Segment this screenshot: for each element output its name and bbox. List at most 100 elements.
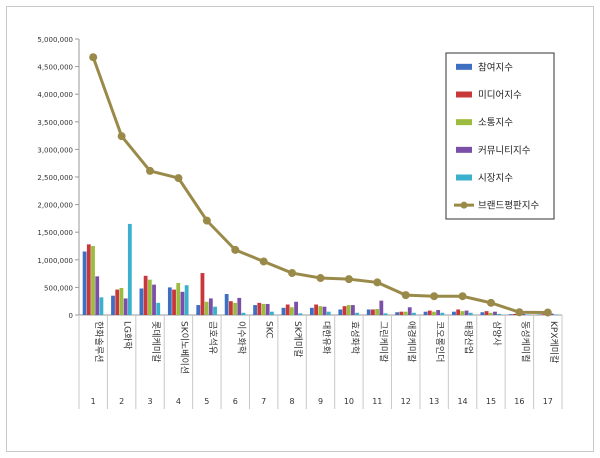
bar [237, 297, 242, 315]
chart-svg: 0 500,000 1,000,000 1,500,000 2,000,000 2,500… [37, 36, 563, 409]
legend-label: 미디어지수 [478, 90, 522, 101]
bar [123, 298, 128, 315]
bar [432, 311, 436, 315]
line-point [344, 275, 353, 284]
bar [407, 307, 412, 315]
bar [224, 294, 229, 315]
bar [456, 309, 461, 315]
legend-label: 커뮤니티지수 [478, 145, 531, 156]
x-rank-label: 3 [147, 397, 152, 406]
bar [371, 309, 375, 315]
bar [241, 312, 246, 315]
bar [99, 297, 104, 315]
bar [228, 301, 233, 315]
bar [549, 313, 554, 315]
x-category-label: 한화솔루션 [93, 321, 104, 362]
bar [147, 279, 152, 315]
bar [156, 302, 161, 315]
bar [253, 305, 257, 315]
line-point [89, 53, 98, 62]
bar [375, 308, 380, 315]
bar [537, 314, 542, 315]
x-rank-label: 13 [429, 397, 439, 406]
bar [139, 288, 144, 315]
x-rank-label: 14 [457, 397, 467, 406]
x-category-label: 삼양사 [491, 321, 502, 347]
line-point [316, 274, 325, 283]
bar [111, 295, 115, 315]
legend-swatch [456, 146, 472, 153]
y-tick-label: 3,500,000 [37, 119, 73, 127]
bar [281, 307, 286, 315]
bar [395, 312, 400, 315]
bar [285, 304, 290, 315]
line-point [117, 132, 126, 141]
bar [355, 312, 360, 315]
y-tick-label: 4,000,000 [37, 91, 73, 99]
x-category-label: KPX케미칼 [548, 321, 559, 363]
x-rank-label: 15 [486, 397, 496, 406]
bar [436, 310, 441, 315]
legend-label: 브랜드평판지수 [478, 201, 539, 212]
x-category-label: 금호석유 [207, 321, 218, 354]
x-rank-label: 2 [119, 397, 124, 406]
bar [452, 311, 456, 315]
bar [508, 314, 513, 315]
y-tick-label: 1,000,000 [37, 257, 73, 265]
bar [403, 311, 408, 315]
bar [493, 311, 497, 315]
bar [91, 246, 95, 315]
line-point [486, 298, 495, 307]
bar [208, 298, 213, 315]
x-rank-label: 6 [233, 397, 238, 406]
bar [383, 313, 388, 315]
x-category-label: 롯데케미칼 [150, 321, 161, 362]
bar [294, 301, 298, 315]
x-rank-label: 16 [514, 397, 524, 406]
chart-frame: 0 500,000 1,000,000 1,500,000 2,000,000 2,500… [6, 6, 594, 452]
y-tick-label: 2,500,000 [37, 174, 73, 182]
bar [440, 312, 445, 315]
bar [468, 312, 473, 315]
line-point [231, 245, 240, 254]
bar [497, 313, 502, 315]
bar [488, 312, 493, 315]
line-point [401, 291, 410, 300]
bar [342, 306, 347, 315]
x-category-label: 대한유화 [321, 321, 332, 354]
bar [82, 251, 87, 315]
bars [82, 223, 558, 315]
bar [314, 304, 318, 315]
y-tick-label: 3,000,000 [37, 146, 73, 154]
bar [513, 313, 517, 315]
bar [86, 244, 91, 315]
bar [115, 289, 120, 315]
line-point [515, 308, 524, 317]
y-tick-label: 1,500,000 [37, 229, 73, 237]
y-tick-label: 5,000,000 [37, 36, 73, 44]
bar [464, 310, 469, 315]
y-tick-label: 4,500,000 [37, 64, 73, 72]
x-category-label: 동성케미컬 [519, 321, 530, 362]
bar [480, 312, 485, 315]
bar [423, 311, 428, 315]
bar [233, 302, 237, 315]
bar [119, 287, 124, 315]
line-series [89, 53, 552, 317]
line-point [202, 216, 211, 225]
x-category-label: 코오롱인더 [434, 321, 445, 362]
legend-label: 소통지수 [478, 118, 513, 129]
x-category-label: 태광산업 [463, 321, 475, 354]
y-tick-label: 500,000 [44, 284, 73, 292]
x-axis: 한화솔루션 1 LG화학 2 롯데케미칼 3 SK이노베이션 4 금호석유 5 이수화학 6 SKC 7 S… [78, 314, 563, 409]
bar [269, 311, 274, 315]
y-axis: 0 500,000 1,000,000 1,500,000 2,000,000 2,500… [37, 36, 80, 320]
bar [310, 307, 314, 315]
bar [366, 309, 371, 315]
x-rank-label: 17 [543, 397, 553, 406]
x-category-label: 이수화학 [235, 321, 246, 354]
bar [143, 275, 148, 315]
legend-swatch [456, 119, 472, 126]
y-tick-label: 2,000,000 [37, 202, 73, 210]
bar [184, 285, 189, 315]
